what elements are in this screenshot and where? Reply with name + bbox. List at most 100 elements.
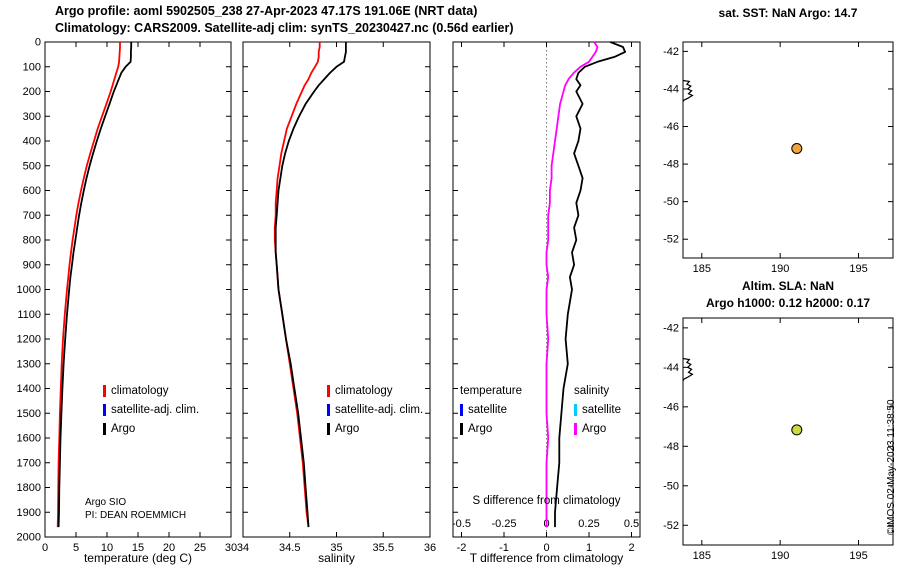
legend-group-title: salinity bbox=[574, 381, 621, 400]
tick-label: 1900 bbox=[17, 507, 41, 519]
argo-position-marker bbox=[791, 424, 803, 436]
salinity-panel-legend: climatology satellite-adj. clim. Argo bbox=[327, 381, 423, 438]
tick-label: 0 bbox=[42, 542, 48, 554]
tick-label: 1800 bbox=[17, 482, 41, 494]
tick-label: 1600 bbox=[17, 433, 41, 445]
legend-label: satellite bbox=[582, 403, 621, 416]
climatology-line bbox=[56, 42, 121, 528]
copyright-stamp: ©IMOS 02-May-2023 11:38:50 bbox=[886, 399, 897, 535]
legend-label: Argo bbox=[111, 422, 136, 435]
tick-label: 0 bbox=[543, 542, 549, 554]
tick-label: -42 bbox=[663, 322, 679, 334]
tick-label: 195 bbox=[849, 263, 867, 275]
tick-label: 30 bbox=[225, 542, 237, 554]
tick-label: 1100 bbox=[17, 309, 41, 321]
sla-map-title: Altim. SLA: NaN bbox=[741, 279, 834, 293]
climatology-line-swatch bbox=[327, 384, 330, 397]
tick-label: -2 bbox=[457, 542, 467, 554]
legend-item-satellite: satellite bbox=[574, 400, 621, 419]
tick-label: -52 bbox=[663, 234, 679, 246]
tick-label: 5 bbox=[73, 542, 79, 554]
tick-label: -50 bbox=[663, 196, 679, 208]
tick-label: -46 bbox=[663, 121, 679, 133]
tick-label: -0.25 bbox=[491, 518, 516, 530]
legend-title: temperature bbox=[460, 384, 523, 397]
legend-label: Argo bbox=[582, 422, 607, 435]
tick-label: -50 bbox=[663, 480, 679, 492]
tick-label: -46 bbox=[663, 401, 679, 413]
satellite-adj-line-swatch bbox=[103, 403, 106, 416]
legend-label: Argo bbox=[468, 422, 493, 435]
sla-map: 185 190 195 -42 -44 -46 -48 -50 -52 bbox=[663, 317, 894, 562]
tick-label: 34.5 bbox=[279, 542, 300, 554]
t-argo-line-swatch bbox=[460, 422, 463, 435]
tick-label: -0.5 bbox=[452, 518, 471, 530]
tick-label: -1 bbox=[499, 542, 509, 554]
climatology-line bbox=[273, 42, 321, 528]
pi-note: PI: DEAN ROEMMICH bbox=[85, 510, 187, 521]
difference-panel-temperature-legend: temperature satellite Argo bbox=[460, 381, 522, 438]
tick-label: 35.5 bbox=[373, 542, 394, 554]
legend-item-argo: Argo bbox=[327, 419, 423, 438]
tick-label: 20 bbox=[163, 542, 175, 554]
s-argo-line-swatch bbox=[574, 422, 577, 435]
argo-sio-note: Argo SIO bbox=[85, 497, 127, 508]
tick-label: 35 bbox=[330, 542, 342, 554]
coastline bbox=[682, 79, 694, 102]
tick-label: 25 bbox=[194, 542, 206, 554]
tick-label: 800 bbox=[23, 235, 41, 247]
legend-item-satellite: satellite bbox=[460, 400, 522, 419]
tick-label: -44 bbox=[663, 83, 679, 95]
legend-item-argo: Argo bbox=[574, 419, 621, 438]
t-satellite-line-swatch bbox=[460, 403, 463, 416]
t-diff-argo-line bbox=[554, 41, 626, 528]
tick-label: 1200 bbox=[17, 334, 41, 346]
map-box bbox=[682, 41, 894, 259]
tick-label: 500 bbox=[23, 160, 41, 172]
tick-label: 200 bbox=[23, 86, 41, 98]
legend-label: Argo bbox=[335, 422, 360, 435]
tick-label: 1500 bbox=[17, 408, 41, 420]
tick-label: 900 bbox=[23, 259, 41, 271]
legend-group-title: temperature bbox=[460, 381, 522, 400]
argo-position-marker bbox=[791, 143, 803, 154]
sst-map: 185 190 195 -42 -44 -46 -48 -50 -52 bbox=[663, 41, 894, 275]
tick-label: 185 bbox=[693, 263, 711, 275]
tick-label: 1700 bbox=[17, 457, 41, 469]
salinity-axis-label: salinity bbox=[318, 551, 355, 565]
tick-label: 1 bbox=[586, 542, 592, 554]
tick-label: -52 bbox=[663, 520, 679, 532]
legend-item-climatology: climatology bbox=[327, 381, 423, 400]
axes-box bbox=[242, 41, 431, 538]
argo-line-swatch bbox=[103, 422, 106, 435]
tick-label: 2 bbox=[628, 542, 634, 554]
tick-label: 15 bbox=[132, 542, 144, 554]
climatology-line-swatch bbox=[103, 384, 106, 397]
tick-label: 0.25 bbox=[578, 518, 599, 530]
tick-label: 190 bbox=[771, 263, 789, 275]
temperature-profile-panel: 0 5 10 15 20 25 300100200300400500600700800900… bbox=[17, 37, 238, 555]
legend-label: climatology bbox=[335, 384, 393, 397]
map-box bbox=[682, 317, 894, 546]
tick-label: 1400 bbox=[17, 383, 41, 395]
s-difference-axis-label: S difference from climatology bbox=[472, 495, 621, 507]
tick-label: 100 bbox=[23, 61, 41, 73]
t-difference-axis-label: T difference from climatology bbox=[469, 551, 624, 565]
tick-label: 600 bbox=[23, 185, 41, 197]
tick-label: -42 bbox=[663, 46, 679, 58]
figure-title-line2: Climatology: CARS2009. Satellite-adj cli… bbox=[55, 21, 514, 35]
legend-item-argo: Argo bbox=[103, 419, 199, 438]
coastline bbox=[682, 357, 694, 382]
tick-label: 10 bbox=[101, 542, 113, 554]
tick-label: 185 bbox=[693, 550, 711, 562]
tick-label: 2000 bbox=[17, 532, 41, 544]
tick-label: 195 bbox=[849, 550, 867, 562]
tick-label: 400 bbox=[23, 136, 41, 148]
legend-item-climatology: climatology bbox=[103, 381, 199, 400]
tick-label: -48 bbox=[663, 441, 679, 453]
tick-label: 1000 bbox=[17, 284, 41, 296]
legend-label: satellite bbox=[468, 403, 507, 416]
sla-map-subtitle: Argo h1000: 0.12 h2000: 0.17 bbox=[705, 296, 871, 310]
